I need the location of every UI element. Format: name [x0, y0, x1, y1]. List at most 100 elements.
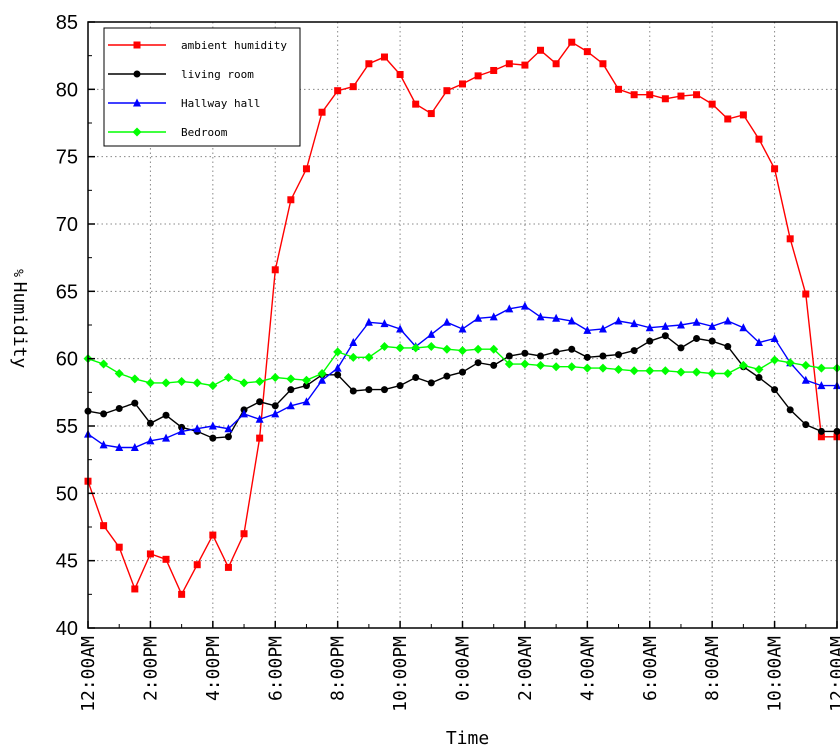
- data-point: [443, 87, 451, 95]
- data-point: [224, 563, 232, 571]
- data-point: [724, 343, 732, 351]
- data-point: [177, 426, 186, 435]
- data-point: [286, 401, 295, 410]
- data-point: [677, 92, 685, 100]
- data-point: [676, 367, 686, 377]
- data-point: [411, 343, 421, 353]
- data-point: [224, 424, 233, 433]
- data-point: [692, 367, 702, 377]
- data-point: [505, 352, 513, 360]
- data-point: [130, 443, 139, 452]
- y-axis-title: Humidity: [9, 282, 30, 369]
- data-point: [224, 433, 232, 441]
- data-point: [146, 550, 154, 558]
- legend-label: Bedroom: [181, 126, 228, 139]
- data-point: [209, 531, 217, 539]
- data-point: [208, 381, 218, 391]
- data-point: [802, 421, 810, 429]
- data-point: [551, 362, 561, 372]
- data-point: [427, 379, 435, 387]
- data-point: [271, 266, 279, 274]
- data-point: [287, 386, 295, 394]
- y-tick-label: 85: [56, 12, 78, 34]
- data-point: [537, 352, 545, 360]
- data-point: [192, 378, 202, 388]
- legend-swatch-marker: [133, 70, 141, 78]
- data-point: [521, 349, 529, 357]
- data-point: [802, 290, 810, 298]
- data-point: [426, 342, 436, 352]
- data-point: [380, 53, 388, 61]
- data-point: [365, 386, 373, 394]
- data-point: [583, 353, 591, 361]
- data-point: [615, 351, 623, 359]
- data-point: [785, 358, 795, 368]
- data-point: [599, 60, 607, 68]
- y-axis-title-group: Humidity %: [9, 269, 30, 368]
- legend-label: ambient humidity: [181, 39, 287, 52]
- data-point: [380, 386, 388, 394]
- data-point: [255, 414, 264, 423]
- y-tick-label: 60: [56, 349, 78, 371]
- data-point: [301, 375, 311, 385]
- data-point: [240, 530, 248, 538]
- data-point: [645, 323, 654, 332]
- data-point: [504, 359, 514, 369]
- y-tick-label: 70: [56, 214, 78, 236]
- data-point: [661, 332, 669, 340]
- data-point: [146, 436, 155, 445]
- data-point: [474, 313, 483, 322]
- data-point: [333, 363, 342, 372]
- data-point: [598, 324, 607, 333]
- data-point: [99, 440, 108, 449]
- series-living-room: [84, 332, 840, 442]
- data-point: [816, 363, 826, 373]
- data-point: [755, 374, 763, 382]
- data-point: [598, 363, 608, 373]
- data-point: [131, 399, 139, 407]
- data-point: [755, 135, 763, 143]
- data-point: [115, 404, 123, 412]
- data-point: [693, 91, 701, 99]
- data-point: [489, 344, 499, 354]
- data-point: [255, 377, 265, 387]
- x-tick-label: 4:00PM: [203, 636, 224, 701]
- data-point: [240, 409, 249, 418]
- data-point: [505, 304, 514, 313]
- data-point: [707, 368, 717, 378]
- data-point: [334, 87, 342, 95]
- data-point: [629, 366, 639, 376]
- data-point: [146, 419, 154, 427]
- data-point: [193, 424, 202, 433]
- data-point: [786, 235, 794, 243]
- data-point: [771, 386, 779, 394]
- data-point: [630, 347, 638, 355]
- data-point: [412, 100, 420, 108]
- series-hallway-hall: [84, 301, 840, 452]
- data-point: [738, 360, 748, 370]
- data-point: [115, 443, 124, 452]
- data-point: [568, 38, 576, 46]
- data-point: [379, 342, 389, 352]
- data-point: [349, 83, 357, 91]
- data-point: [302, 382, 310, 390]
- data-point: [708, 337, 716, 345]
- data-point: [208, 421, 217, 430]
- data-point: [223, 373, 233, 383]
- data-point: [770, 355, 780, 365]
- legend: ambient humidity living room Hallway hall B…: [103, 27, 301, 147]
- data-point: [178, 590, 186, 598]
- data-point: [256, 434, 264, 442]
- data-point: [458, 324, 467, 333]
- data-point: [660, 366, 670, 376]
- data-point: [209, 434, 217, 442]
- data-point: [614, 316, 623, 325]
- data-point: [771, 165, 779, 173]
- data-point: [395, 343, 405, 353]
- data-point: [348, 352, 358, 362]
- data-point: [443, 372, 451, 380]
- data-point: [270, 373, 280, 383]
- data-point: [396, 71, 404, 79]
- data-point: [817, 433, 825, 441]
